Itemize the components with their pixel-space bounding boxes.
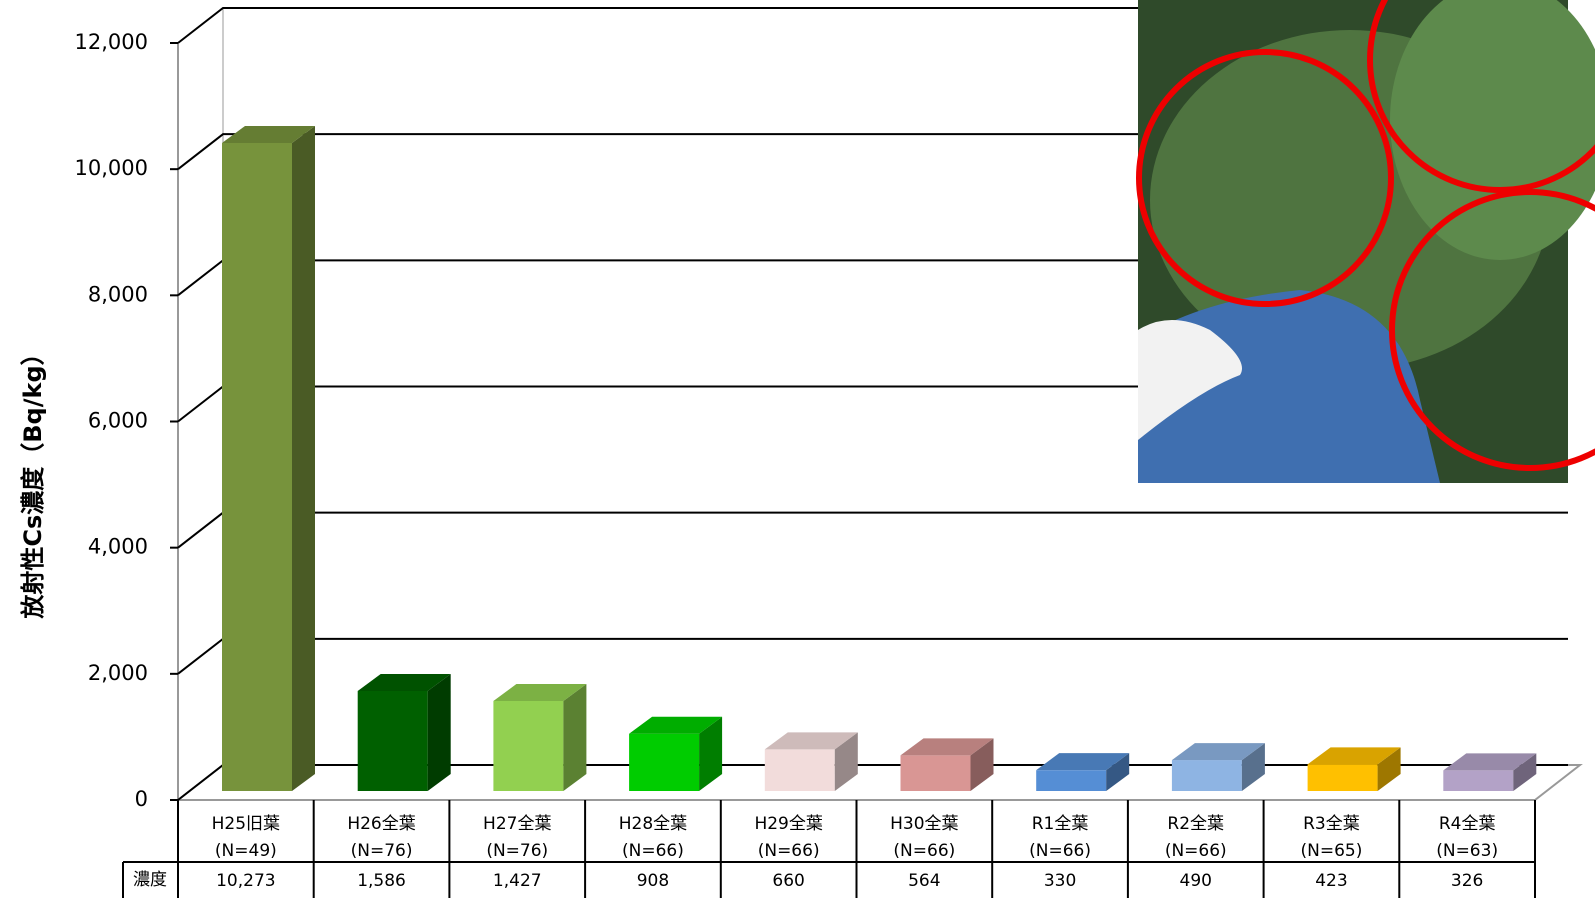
data-label: 326 xyxy=(1451,871,1483,891)
bar-top xyxy=(1307,747,1401,765)
bar-side xyxy=(1377,747,1401,791)
bar-side xyxy=(427,673,451,791)
bar xyxy=(764,732,858,791)
bar-top xyxy=(900,738,994,756)
bar-top xyxy=(1036,753,1130,771)
x-tick-label: H30全葉 xyxy=(890,814,958,834)
bar xyxy=(1307,747,1401,791)
x-tick-count: (N=76) xyxy=(351,841,413,861)
bar-top xyxy=(493,683,587,701)
data-label: 564 xyxy=(908,871,940,891)
bar xyxy=(1171,743,1265,791)
bar-side xyxy=(834,732,858,791)
bar xyxy=(1443,753,1537,791)
grid-line xyxy=(177,133,1568,170)
bar-front xyxy=(900,755,971,791)
data-label: 330 xyxy=(1044,871,1076,891)
x-tick-label: H27全葉 xyxy=(483,814,551,834)
bar-front xyxy=(1307,764,1378,791)
data-label: 1,427 xyxy=(493,871,542,891)
bar-top xyxy=(764,732,858,750)
x-tick-label: R1全葉 xyxy=(1032,814,1089,834)
y-axis-title: 放射性Cs濃度（Bq/kg） xyxy=(19,341,47,619)
x-tick-count: (N=63) xyxy=(1436,841,1498,861)
data-label: 423 xyxy=(1315,871,1347,891)
bar-top xyxy=(1171,743,1265,761)
x-tick-count: (N=66) xyxy=(893,841,955,861)
bar-side xyxy=(563,683,587,791)
bar-front xyxy=(1036,770,1107,791)
bar-front xyxy=(629,733,700,791)
data-label: 490 xyxy=(1180,871,1212,891)
bar xyxy=(493,683,587,791)
x-tick-count: (N=49) xyxy=(215,841,277,861)
bar xyxy=(222,125,315,791)
data-label: 10,273 xyxy=(216,871,275,891)
data-label: 1,586 xyxy=(357,871,406,891)
bar xyxy=(629,716,723,791)
y-tick-label: 6,000 xyxy=(88,409,148,433)
bar-top xyxy=(1443,753,1537,771)
x-tick-count: (N=66) xyxy=(1029,841,1091,861)
x-tick-count: (N=66) xyxy=(622,841,684,861)
y-tick-label: 0 xyxy=(135,787,148,811)
bar xyxy=(357,673,451,791)
x-tick-count: (N=66) xyxy=(1165,841,1227,861)
bar-side xyxy=(1513,753,1537,791)
y-tick-label: 8,000 xyxy=(88,282,148,306)
bar-top xyxy=(629,716,723,734)
bar xyxy=(1036,753,1130,791)
bar xyxy=(900,738,994,791)
bar-side xyxy=(292,125,315,791)
x-tick-label: H29全葉 xyxy=(754,814,822,834)
photo xyxy=(1136,0,1595,483)
data-label: 660 xyxy=(772,871,804,891)
x-tick-label: H26全葉 xyxy=(347,814,415,834)
bar-top xyxy=(357,673,451,691)
grid-line xyxy=(177,637,1568,675)
y-tick-label: 4,000 xyxy=(88,535,148,559)
y-tick-label: 2,000 xyxy=(88,661,148,685)
x-tick-count: (N=66) xyxy=(758,841,820,861)
x-tick-count: (N=76) xyxy=(486,841,548,861)
grid-line xyxy=(177,7,1568,44)
bar-side xyxy=(699,716,723,791)
bar-side xyxy=(1241,743,1265,791)
data-label: 908 xyxy=(637,871,669,891)
y-tick-label: 12,000 xyxy=(75,30,148,54)
x-tick-label: R2全葉 xyxy=(1167,814,1224,834)
x-tick-label: R4全葉 xyxy=(1439,814,1496,834)
bar-side xyxy=(970,738,994,791)
x-tick-label: R3全葉 xyxy=(1303,814,1360,834)
x-tick-label: H28全葉 xyxy=(619,814,687,834)
grid-line xyxy=(177,511,1568,549)
bar-front xyxy=(222,142,292,791)
bar-side xyxy=(1106,753,1130,791)
bar-front xyxy=(1443,770,1514,791)
bar-front xyxy=(764,749,835,791)
bar-front xyxy=(357,690,428,791)
bar-top xyxy=(222,125,315,143)
table-row-label: 濃度 xyxy=(133,870,167,890)
bar-front xyxy=(1171,760,1242,791)
x-tick-count: (N=65) xyxy=(1301,841,1363,861)
x-tick-label: H25旧葉 xyxy=(212,814,280,834)
y-tick-label: 10,000 xyxy=(75,156,148,180)
bar-front xyxy=(493,700,564,791)
